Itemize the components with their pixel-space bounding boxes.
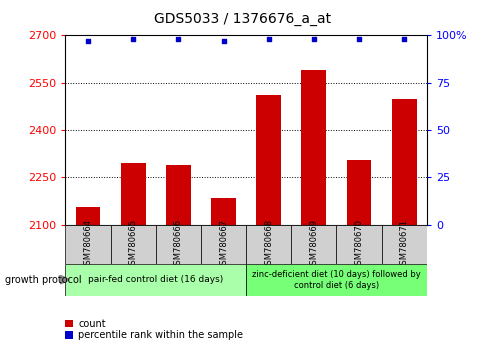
Point [174, 36, 182, 42]
Bar [65, 320, 73, 327]
Text: count: count [78, 319, 106, 329]
Text: GSM780665: GSM780665 [128, 219, 137, 270]
Bar [121, 163, 145, 225]
Text: GSM780666: GSM780666 [174, 219, 182, 270]
Polygon shape [60, 275, 69, 284]
Bar [200, 225, 245, 264]
Point [264, 36, 272, 42]
Text: GDS5033 / 1376676_a_at: GDS5033 / 1376676_a_at [153, 12, 331, 27]
Bar [381, 225, 426, 264]
Text: zinc-deficient diet (10 days) followed by
control diet (6 days): zinc-deficient diet (10 days) followed b… [252, 270, 420, 290]
Bar [211, 198, 236, 225]
Bar [346, 160, 371, 225]
Text: percentile rank within the sample: percentile rank within the sample [78, 330, 242, 340]
Point [309, 36, 317, 42]
Bar [76, 207, 100, 225]
Text: GSM780668: GSM780668 [264, 219, 272, 270]
Bar [256, 95, 281, 225]
Text: GSM780667: GSM780667 [219, 219, 227, 270]
Text: GSM780669: GSM780669 [309, 219, 318, 270]
Bar [155, 225, 200, 264]
Point [399, 36, 407, 42]
Bar [65, 225, 110, 264]
Text: pair-fed control diet (16 days): pair-fed control diet (16 days) [88, 275, 223, 284]
Bar [65, 264, 245, 296]
Bar [301, 70, 326, 225]
Bar [110, 225, 155, 264]
Bar [245, 264, 426, 296]
Bar [65, 331, 73, 339]
Bar [291, 225, 336, 264]
Point [129, 36, 137, 42]
Point [354, 36, 362, 42]
Bar [245, 225, 291, 264]
Bar [336, 225, 381, 264]
Point [84, 38, 92, 44]
Text: GSM780671: GSM780671 [399, 219, 408, 270]
Point [219, 38, 227, 44]
Bar [166, 165, 190, 225]
Bar [391, 98, 416, 225]
Text: GSM780664: GSM780664 [83, 219, 92, 270]
Text: growth protocol: growth protocol [5, 275, 81, 285]
Text: GSM780670: GSM780670 [354, 219, 363, 270]
